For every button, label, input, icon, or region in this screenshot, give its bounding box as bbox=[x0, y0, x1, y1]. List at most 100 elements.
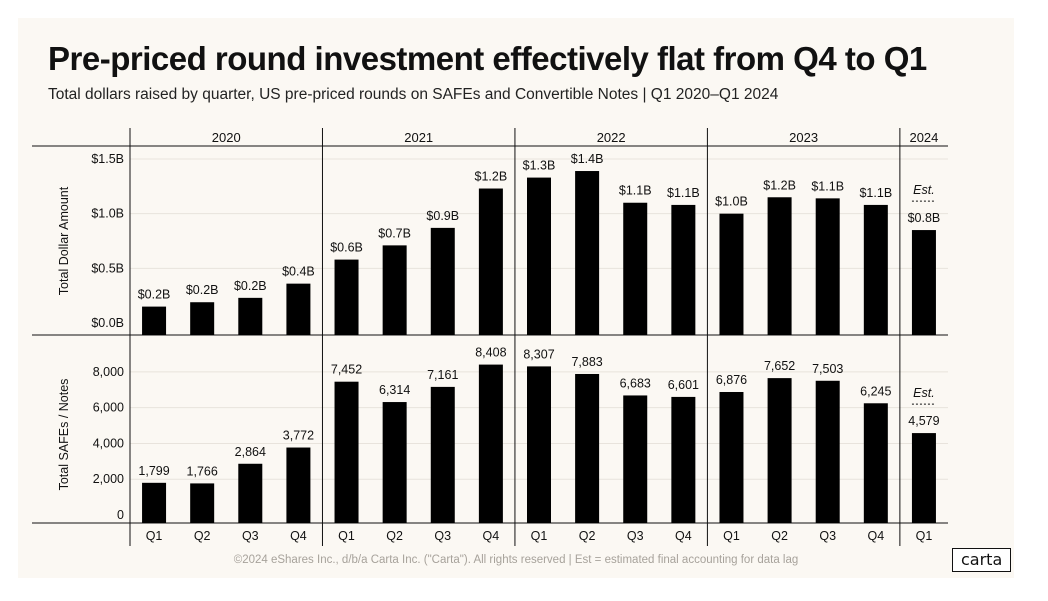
count-bar bbox=[863, 403, 888, 523]
count-bar bbox=[767, 378, 792, 523]
count-data-label: 8,408 bbox=[475, 346, 506, 360]
count-bar bbox=[815, 380, 840, 523]
y-tick-label: $0.5B bbox=[91, 261, 124, 275]
x-tick-label: Q3 bbox=[627, 529, 644, 543]
y-tick-label: $1.5B bbox=[91, 152, 124, 166]
y-tick-label: 6,000 bbox=[93, 401, 124, 415]
dollar-bar bbox=[911, 230, 936, 335]
count-data-label: 1,799 bbox=[138, 464, 169, 478]
x-tick-label: Q2 bbox=[386, 529, 403, 543]
dollar-data-label: $0.6B bbox=[330, 241, 363, 255]
estimate-annotation: Est. bbox=[913, 386, 935, 400]
y-tick-label: 0 bbox=[117, 508, 124, 522]
count-bar bbox=[478, 364, 503, 523]
dollar-bar bbox=[671, 204, 696, 335]
count-bar bbox=[719, 391, 744, 523]
dollar-data-label: $1.0B bbox=[715, 195, 748, 209]
count-bar bbox=[430, 386, 455, 523]
dollar-data-label: $0.2B bbox=[234, 279, 267, 293]
dollar-data-label: $0.9B bbox=[426, 209, 459, 223]
count-data-label: 3,772 bbox=[283, 429, 314, 443]
x-tick-label: Q1 bbox=[146, 529, 163, 543]
year-label: 2022 bbox=[597, 130, 626, 145]
dollar-data-label: $1.1B bbox=[811, 179, 844, 193]
y-axis-label: Total SAFEs / Notes bbox=[57, 379, 71, 491]
footer-note: ©2024 eShares Inc., d/b/a Carta Inc. ("C… bbox=[233, 554, 799, 566]
estimate-annotation: Est. bbox=[913, 183, 935, 197]
x-tick-label: Q2 bbox=[194, 529, 211, 543]
y-tick-label: 2,000 bbox=[93, 472, 124, 486]
year-label: 2021 bbox=[404, 130, 433, 145]
x-tick-label: Q1 bbox=[531, 529, 548, 543]
x-tick-label: Q1 bbox=[338, 529, 355, 543]
x-tick-label: Q1 bbox=[723, 529, 740, 543]
dollar-bar bbox=[286, 283, 311, 335]
count-bar bbox=[238, 463, 263, 523]
dollar-bar bbox=[190, 302, 215, 335]
y-tick-label: 4,000 bbox=[93, 436, 124, 450]
year-label: 2023 bbox=[789, 130, 818, 145]
x-tick-label: Q4 bbox=[483, 529, 500, 543]
y-tick-label: $1.0B bbox=[91, 207, 124, 221]
count-data-label: 6,876 bbox=[716, 373, 747, 387]
dollar-bar bbox=[623, 202, 648, 335]
x-tick-label: Q3 bbox=[242, 529, 259, 543]
dollar-data-label: $1.3B bbox=[523, 159, 556, 173]
dollar-data-label: $0.4B bbox=[282, 265, 315, 279]
count-data-label: 2,864 bbox=[235, 445, 266, 459]
dollar-bar bbox=[815, 198, 840, 335]
count-bar bbox=[911, 433, 936, 523]
dollar-data-label: $1.1B bbox=[619, 184, 652, 198]
dollar-bar bbox=[575, 171, 600, 335]
chart-subtitle: Total dollars raised by quarter, US pre-… bbox=[48, 86, 779, 103]
dollar-bar bbox=[478, 188, 503, 335]
dollar-bar bbox=[142, 306, 167, 335]
dollar-data-label: $0.7B bbox=[378, 226, 411, 240]
dollar-data-label: $1.2B bbox=[763, 178, 796, 192]
count-data-label: 7,883 bbox=[571, 355, 602, 369]
dollar-bar bbox=[334, 259, 359, 335]
count-data-label: 7,452 bbox=[331, 363, 362, 377]
dollar-bar bbox=[430, 227, 455, 335]
y-tick-label: $0.0B bbox=[91, 316, 124, 330]
count-data-label: 8,307 bbox=[523, 347, 554, 361]
dollar-data-label: $0.8B bbox=[908, 211, 941, 225]
dollar-data-label: $0.2B bbox=[138, 288, 171, 302]
count-data-label: 4,579 bbox=[908, 414, 939, 428]
count-data-label: 6,245 bbox=[860, 384, 891, 398]
dollar-bar bbox=[382, 245, 407, 335]
dollar-bar bbox=[863, 204, 888, 335]
count-bar bbox=[623, 395, 648, 523]
count-bar bbox=[671, 396, 696, 523]
count-data-label: 7,652 bbox=[764, 359, 795, 373]
x-tick-label: Q4 bbox=[290, 529, 307, 543]
dollar-data-label: $1.4B bbox=[571, 152, 604, 166]
count-bar bbox=[575, 373, 600, 523]
count-bar bbox=[286, 447, 311, 523]
dollar-bar bbox=[767, 197, 792, 335]
dollar-data-label: $0.2B bbox=[186, 283, 219, 297]
chart-title: Pre-priced round investment effectively … bbox=[48, 40, 927, 77]
carta-logo: carta bbox=[952, 548, 1012, 572]
x-tick-label: Q3 bbox=[434, 529, 451, 543]
count-bar bbox=[190, 483, 215, 523]
count-data-label: 6,601 bbox=[668, 378, 699, 392]
bar-chart: $0.0B $0.5B $1.0B $1.5B Total Dollar Amount $… bbox=[32, 128, 948, 546]
x-tick-label: Q3 bbox=[819, 529, 836, 543]
dollar-bar bbox=[238, 297, 263, 335]
x-tick-label: Q2 bbox=[771, 529, 788, 543]
x-tick-label: Q2 bbox=[579, 529, 596, 543]
count-bar bbox=[527, 366, 551, 523]
y-axis-label: Total Dollar Amount bbox=[57, 186, 71, 295]
count-data-label: 7,503 bbox=[812, 362, 843, 376]
year-label: 2024 bbox=[909, 130, 938, 145]
count-bar bbox=[142, 482, 167, 523]
count-data-label: 6,683 bbox=[620, 376, 651, 390]
count-bar bbox=[382, 402, 407, 523]
x-tick-label: Q4 bbox=[675, 529, 692, 543]
y-tick-label: 8,000 bbox=[93, 365, 124, 379]
x-tick-label: Q1 bbox=[916, 529, 933, 543]
dollar-data-label: $1.2B bbox=[475, 170, 508, 184]
count-data-label: 1,766 bbox=[187, 464, 218, 478]
chart-card: Pre-priced round investment effectively … bbox=[18, 18, 1014, 578]
